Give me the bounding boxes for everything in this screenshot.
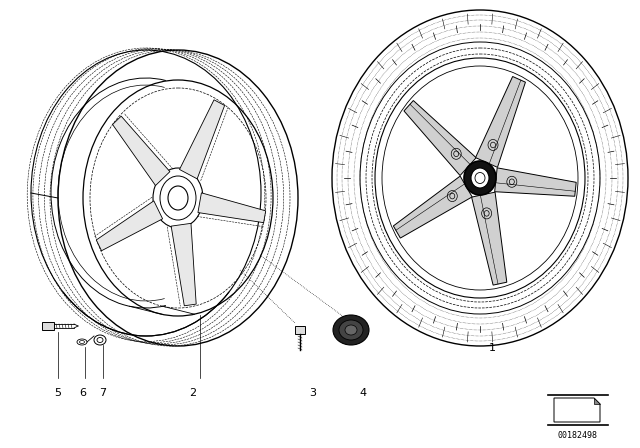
Polygon shape — [394, 176, 472, 238]
Text: 2: 2 — [189, 388, 196, 398]
Ellipse shape — [333, 315, 369, 345]
Polygon shape — [42, 322, 54, 330]
Ellipse shape — [339, 320, 363, 340]
Polygon shape — [96, 201, 163, 251]
Text: 1: 1 — [488, 343, 495, 353]
Text: 00182498: 00182498 — [558, 431, 598, 440]
Text: 4: 4 — [360, 388, 367, 398]
Polygon shape — [495, 168, 576, 196]
Ellipse shape — [471, 168, 489, 188]
Polygon shape — [472, 192, 507, 285]
Text: 3: 3 — [310, 388, 317, 398]
Ellipse shape — [464, 161, 496, 195]
Polygon shape — [476, 77, 525, 168]
Polygon shape — [594, 398, 600, 404]
Polygon shape — [295, 326, 305, 334]
Text: 6: 6 — [79, 388, 86, 398]
Text: 5: 5 — [54, 388, 61, 398]
Polygon shape — [404, 100, 476, 176]
Polygon shape — [171, 224, 196, 306]
Polygon shape — [179, 100, 225, 179]
Polygon shape — [113, 116, 170, 185]
Ellipse shape — [345, 325, 357, 335]
Text: 7: 7 — [99, 388, 107, 398]
Polygon shape — [198, 193, 266, 223]
Polygon shape — [554, 398, 600, 422]
